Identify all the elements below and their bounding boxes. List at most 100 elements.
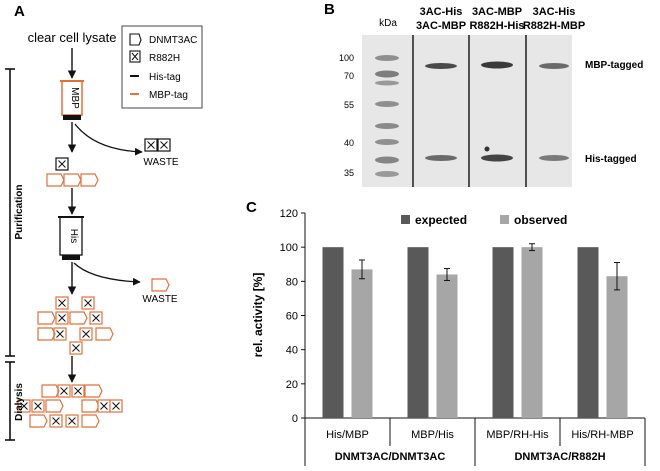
waste-arrow [74,123,143,156]
y-tick-label: 40 [286,345,298,357]
marker-label: 70 [344,71,354,81]
legend-label: His-tag [149,72,181,83]
marker-label: 35 [344,168,354,178]
dnmt3ac-molecule [84,384,103,398]
lane-headers: 3AC-His 3AC-MBP 3AC-MBP R882H-His 3AC-Hi… [416,6,585,32]
r882h-molecule [89,311,103,325]
r882h-molecule [71,384,85,398]
lane-header: 3AC-MBP [416,20,466,32]
dnmt3ac-molecule [95,327,114,341]
dnmt3ac-molecule [29,414,48,428]
y-tick-label: 120 [280,208,298,220]
r882h-molecule [17,399,31,413]
y-tick-label: 80 [286,276,298,288]
dnmt3ac-molecule [45,399,64,413]
activity-chart: 0 20 40 60 80 100 120 His/MBP MBP/His MBP/RH-His H… [280,208,646,466]
dnmt3ac-molecule [81,399,100,413]
r882h-molecule [81,296,95,310]
r882h-molecule [65,414,79,428]
phase-brackets: Purification Dialysis [5,68,25,441]
r882h-molecule [97,399,111,413]
lane-header: R882H-His [469,20,524,32]
schema-legend: DNMT3AC R882H His-tag MBP-tag [121,25,203,109]
group-label: DNMT3AC/R882H [514,451,605,463]
legend-label: R882H [149,53,180,64]
waste-2-label: WASTE [142,294,178,305]
legend-swatch-expected [401,215,410,224]
r882h-molecule [69,341,83,355]
waste-1-label: WASTE [143,157,179,168]
bar-observed-1 [436,274,458,418]
r882h-molecule [31,399,45,413]
error-bar [444,268,450,281]
dnmt3ac-molecule [37,311,56,325]
dnmt3ac-molecule [46,173,65,187]
y-tick-label: 100 [280,242,298,254]
y-tick-label: 20 [286,379,298,391]
his-column: His [58,216,84,260]
legend-swatch-observed [500,215,509,224]
x-tick-label: His/MBP [326,429,369,441]
his-column-label: His [68,229,79,243]
marker-label: 55 [344,100,354,110]
chart-legend: expected observed [401,213,567,227]
mbp-tagged-label: MBP-tagged [585,60,643,71]
sample-bands [425,61,569,162]
waste-1-molecules [144,138,171,152]
bar-observed-3 [606,276,628,418]
panel-c-letter: C [246,199,257,216]
legend-label: MBP-tag [149,90,188,101]
dialysis-label: Dialysis [14,383,25,421]
mbp-column-label: MBP [69,87,80,109]
error-bar [359,259,365,280]
dialysis-molecules [17,384,123,428]
dnmt3ac-molecule [41,384,60,398]
panel-c: C rel. activity [%] 0 20 40 60 80 100 120 His/M… [246,199,646,466]
ladder-lane [375,55,399,177]
legend-label-expected: expected [415,213,467,227]
lane-header: 3AC-His [533,6,576,18]
marker-label: 100 [339,53,354,63]
panel-a-letter: A [14,3,25,20]
waste-arrow [73,262,141,286]
dnmt3ac-molecule [81,414,100,428]
waste-2-molecules [151,278,170,292]
r882h-molecule [53,327,67,341]
lane-header: 3AC-MBP [472,6,522,18]
r882h-molecule [55,296,69,310]
x-tick-label: His/RH-MBP [571,429,633,441]
bar-expected-2 [492,247,514,418]
his-tagged-label: His-tagged [585,154,637,165]
eluate-2-molecules [37,296,114,355]
bar-expected-1 [407,247,429,418]
r882h-molecule [55,157,69,171]
r882h-molecule [109,399,123,413]
bar-expected-3 [577,247,599,418]
panel-b-letter: B [324,1,335,18]
x-tick-label: MBP/RH-His [486,429,549,441]
y-tick-label: 0 [292,413,298,425]
boxed-x-legend-icon [129,50,141,63]
y-axis-label: rel. activity [%] [251,273,265,358]
panel-a: A clear cell lysate MBP WASTE His WASTE [5,3,203,441]
dnmt3ac-molecule [69,311,88,325]
lysate-label: clear cell lysate [28,30,117,45]
x-tick-label: MBP/His [411,429,454,441]
marker-label: 40 [344,138,354,148]
r882h-molecule [79,327,93,341]
bar-observed-2 [521,247,543,418]
legend-label: DNMT3AC [149,35,197,46]
kda-label: kDa [379,18,397,29]
panel-b: B kDa 100 70 55 40 35 [324,1,643,187]
r882h-molecule [55,311,69,325]
bar-expected-0 [322,247,344,418]
dnmt3ac-molecule [80,173,99,187]
r882h-molecule [49,414,63,428]
purification-label: Purification [14,184,25,239]
r882h-molecule [57,384,71,398]
mbp-column: MBP [60,80,84,120]
r882h-molecule [157,138,171,152]
group-label: DNMT3AC/DNMT3AC [335,451,446,463]
r882h-molecule [144,138,158,152]
